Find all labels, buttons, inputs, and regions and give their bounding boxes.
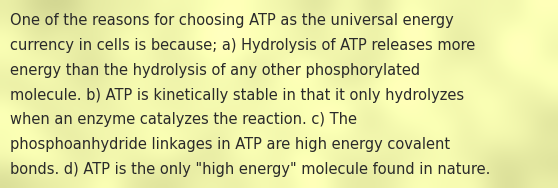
Text: when an enzyme catalyzes the reaction. c) The: when an enzyme catalyzes the reaction. c… (10, 112, 357, 127)
Text: One of the reasons for choosing ATP as the universal energy: One of the reasons for choosing ATP as t… (10, 13, 454, 28)
Text: phosphoanhydride linkages in ATP are high energy covalent: phosphoanhydride linkages in ATP are hig… (10, 137, 450, 152)
Text: molecule. b) ATP is kinetically stable in that it only hydrolyzes: molecule. b) ATP is kinetically stable i… (10, 88, 464, 103)
Text: energy than the hydrolysis of any other phosphorylated: energy than the hydrolysis of any other … (10, 63, 420, 78)
Text: currency in cells is because; a) Hydrolysis of ATP releases more: currency in cells is because; a) Hydroly… (10, 38, 475, 53)
Text: bonds. d) ATP is the only "high energy" molecule found in nature.: bonds. d) ATP is the only "high energy" … (10, 162, 490, 177)
